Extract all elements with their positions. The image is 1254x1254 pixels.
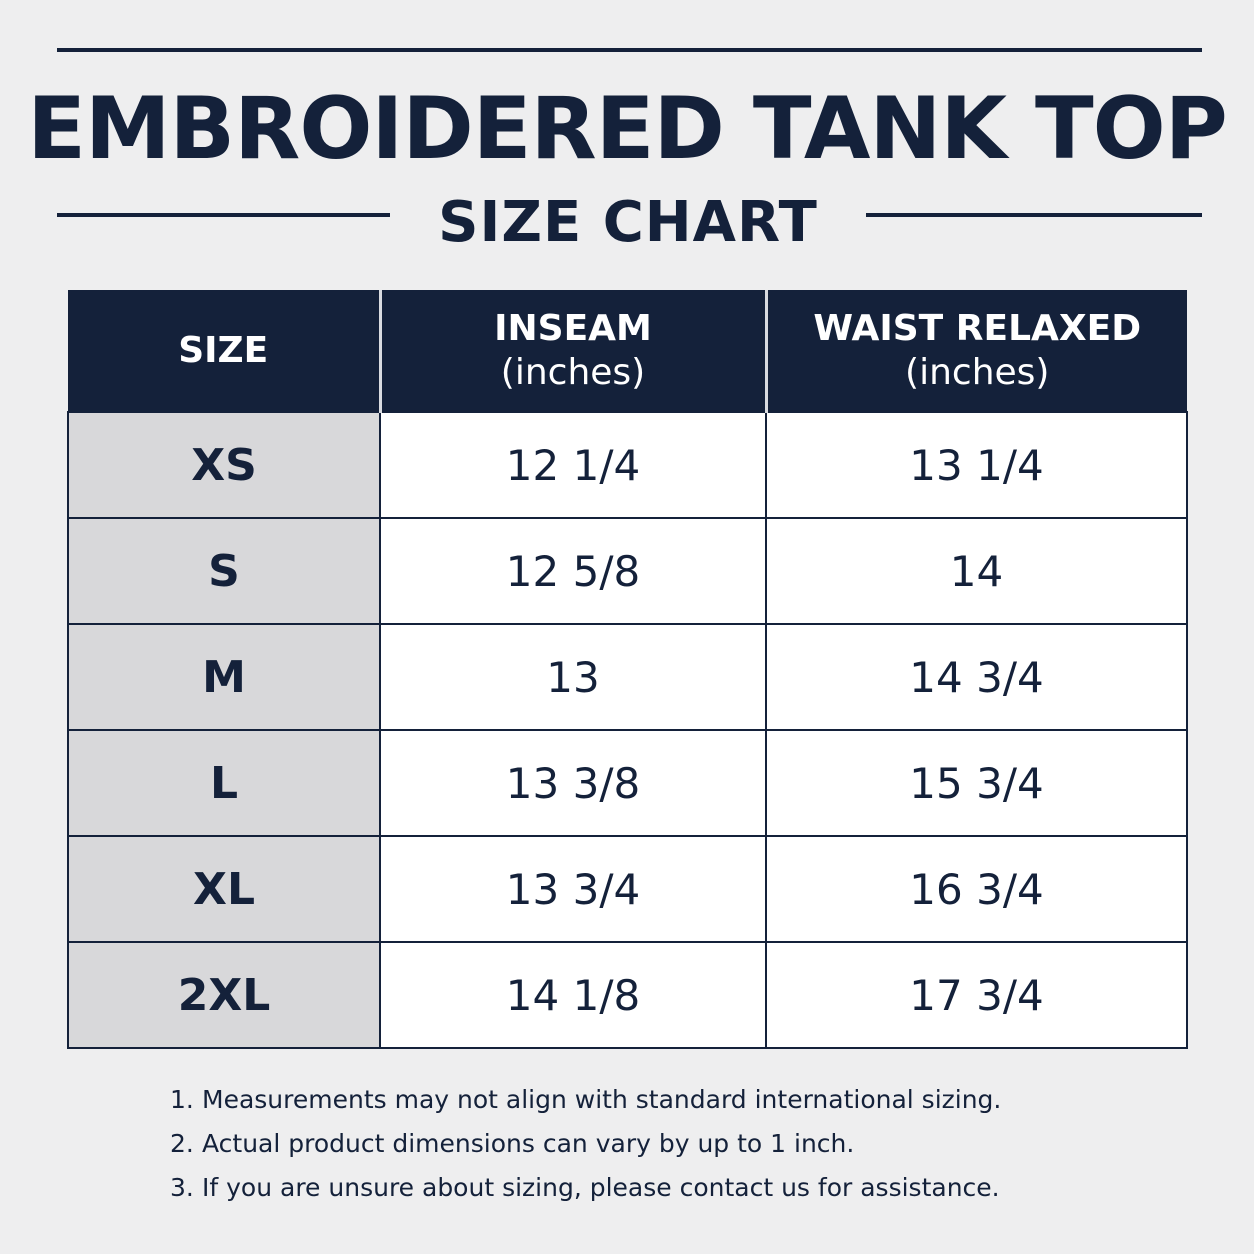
subtitle-divider-left bbox=[57, 213, 390, 217]
header-inseam-label: INSEAM bbox=[494, 307, 652, 349]
waist-cell: 17 3/4 bbox=[765, 941, 1188, 1049]
header-size: SIZE bbox=[68, 290, 380, 412]
note-text: Measurements may not align with standard… bbox=[202, 1085, 1002, 1114]
note-item: 1. Measurements may not align with standa… bbox=[170, 1078, 1170, 1122]
table-row: S 12 5/8 14 bbox=[67, 517, 1188, 625]
waist-cell: 13 1/4 bbox=[765, 411, 1188, 519]
inseam-cell: 13 bbox=[379, 623, 767, 731]
inseam-cell: 13 3/4 bbox=[379, 835, 767, 943]
page-title: EMBROIDERED TANK TOP bbox=[27, 79, 1228, 179]
size-cell: S bbox=[67, 517, 381, 625]
size-cell: XS bbox=[67, 411, 381, 519]
size-chart-table: SIZE INSEAM (inches) WAIST RELAXED (inch… bbox=[67, 290, 1188, 1049]
waist-cell: 14 bbox=[765, 517, 1188, 625]
table-row: M 13 14 3/4 bbox=[67, 623, 1188, 731]
note-number: 2. bbox=[170, 1129, 194, 1158]
header-waist-label: WAIST RELAXED bbox=[813, 307, 1142, 349]
header-inseam: INSEAM (inches) bbox=[378, 290, 766, 412]
table-header-row: SIZE INSEAM (inches) WAIST RELAXED (inch… bbox=[68, 290, 1187, 412]
inseam-cell: 12 5/8 bbox=[379, 517, 767, 625]
note-text: Actual product dimensions can vary by up… bbox=[202, 1129, 855, 1158]
size-cell: 2XL bbox=[67, 941, 381, 1049]
notes-list: 1. Measurements may not align with standa… bbox=[170, 1078, 1170, 1210]
note-item: 2. Actual product dimensions can vary by … bbox=[170, 1122, 1170, 1166]
header-waist-unit: (inches) bbox=[905, 351, 1050, 393]
waist-cell: 14 3/4 bbox=[765, 623, 1188, 731]
waist-cell: 16 3/4 bbox=[765, 835, 1188, 943]
header-waist: WAIST RELAXED (inches) bbox=[764, 290, 1187, 412]
subtitle-divider-right bbox=[866, 213, 1202, 217]
table-row: XL 13 3/4 16 3/4 bbox=[67, 835, 1188, 943]
table-row: 2XL 14 1/8 17 3/4 bbox=[67, 941, 1188, 1049]
inseam-cell: 12 1/4 bbox=[379, 411, 767, 519]
page-subtitle: SIZE CHART bbox=[438, 190, 818, 255]
header-size-label: SIZE bbox=[178, 329, 269, 371]
note-item: 3. If you are unsure about sizing, please… bbox=[170, 1166, 1170, 1210]
table-row: L 13 3/8 15 3/4 bbox=[67, 729, 1188, 837]
size-cell: L bbox=[67, 729, 381, 837]
note-number: 3. bbox=[170, 1173, 194, 1202]
size-cell: XL bbox=[67, 835, 381, 943]
size-cell: M bbox=[67, 623, 381, 731]
table-row: XS 12 1/4 13 1/4 bbox=[67, 411, 1188, 519]
inseam-cell: 13 3/8 bbox=[379, 729, 767, 837]
note-number: 1. bbox=[170, 1085, 194, 1114]
top-divider bbox=[57, 48, 1202, 52]
waist-cell: 15 3/4 bbox=[765, 729, 1188, 837]
header-inseam-unit: (inches) bbox=[500, 351, 646, 393]
inseam-cell: 14 1/8 bbox=[379, 941, 767, 1049]
note-text: If you are unsure about sizing, please c… bbox=[202, 1173, 1000, 1202]
